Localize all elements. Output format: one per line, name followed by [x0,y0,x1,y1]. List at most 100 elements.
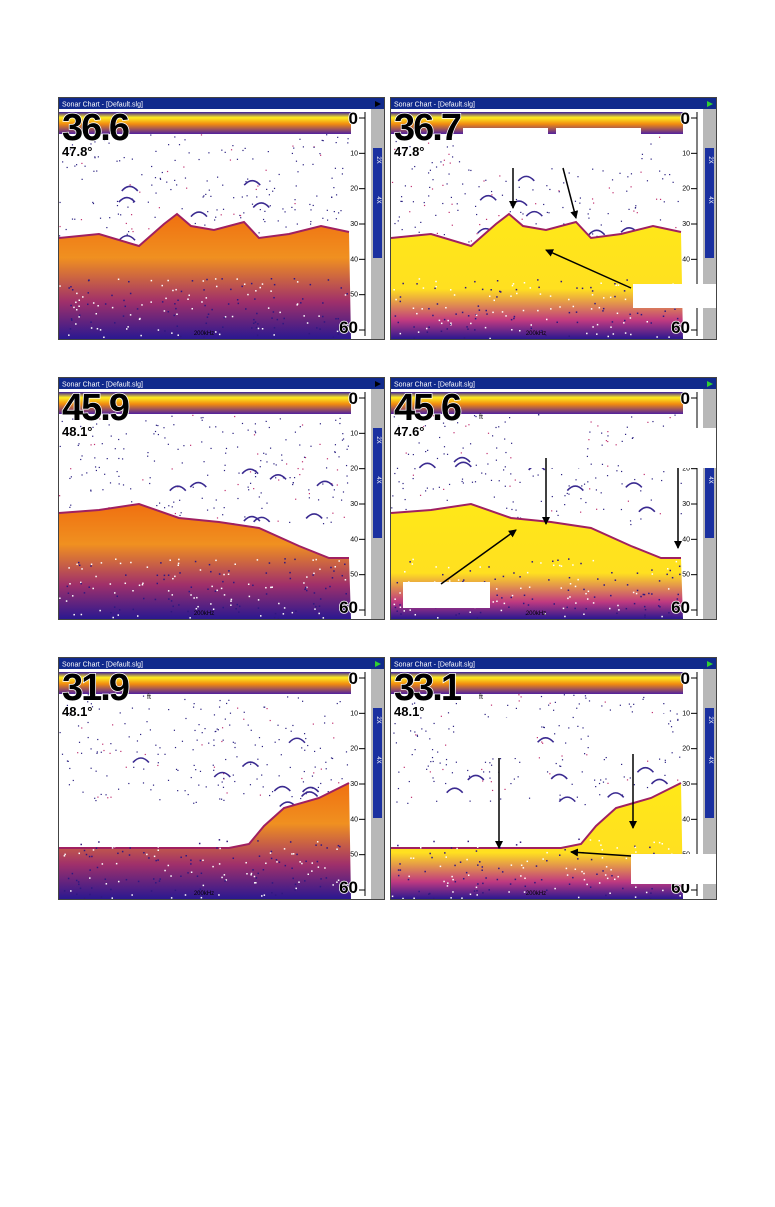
clutter [183,445,185,447]
bottom-speckle [450,840,453,843]
clutter [317,499,320,501]
clutter [320,154,322,156]
clutter [147,455,149,457]
clutter [558,190,560,192]
clutter [125,766,127,768]
bottom-speckle [574,607,576,610]
clutter [320,782,322,785]
bottom-speckle [568,335,570,337]
clutter [542,742,544,744]
clutter [491,435,494,437]
bottom-speckle [531,561,534,563]
bottom-speckle [282,613,285,615]
clutter [393,732,395,734]
clutter [109,217,111,219]
bottom-edge [59,212,350,248]
clutter [204,728,206,730]
bottom-speckle [556,321,558,324]
bottom-speckle [327,279,330,281]
bottom-speckle [88,855,91,858]
clutter [515,707,518,710]
callout-box [513,416,585,468]
clutter [538,757,540,759]
bottom-speckle [296,304,298,306]
clutter [190,444,192,446]
bottom-speckle [611,875,613,877]
bottom-speckle [632,591,635,594]
bottom-speckle [77,881,80,883]
clutter [608,187,610,189]
bottom-speckle [598,839,600,842]
bottom-speckle [651,569,653,571]
clutter [299,474,301,476]
bottom-speckle [463,337,466,339]
clutter [94,797,96,799]
clutter [106,458,108,460]
bottom-speckle [649,846,651,849]
bottom-speckle [188,838,190,841]
bottom-speckle [629,313,631,316]
clutter [123,156,125,159]
clutter [664,174,666,176]
clutter [234,415,236,418]
clutter [442,164,445,166]
bottom-speckle [195,607,198,610]
clutter [290,730,292,732]
bottom-speckle [666,573,668,576]
clutter [476,213,478,216]
clutter [157,762,159,764]
clutter [201,744,203,746]
clutter [579,197,581,199]
bottom-speckle [75,308,78,311]
clutter [342,438,345,440]
clutter [335,218,337,220]
bottom-speckle [210,603,212,605]
clutter [432,760,434,763]
bottom-speckle [202,280,205,282]
clutter [456,203,458,205]
bottom-speckle [129,847,131,849]
scale-label: 50 [682,572,690,579]
bottom-speckle [257,872,259,875]
bottom-speckle [412,857,415,859]
clutter [99,418,101,420]
clutter [561,755,563,757]
bottom-speckle [337,317,339,320]
bottom-speckle [447,882,449,884]
fish-arch [446,787,464,794]
bottom-speckle [273,283,276,286]
clutter [265,169,267,171]
clutter [605,778,607,780]
clutter [249,471,252,473]
clutter [414,731,416,733]
clutter [587,213,589,215]
clutter [551,495,553,498]
clutter [599,794,601,796]
bottom-speckle [271,882,274,884]
bottom-speckle [322,315,324,318]
bottom-speckle [111,306,114,309]
bottom-speckle [284,864,287,867]
bottom-speckle [428,307,430,310]
clutter [438,486,440,488]
clutter [303,456,306,458]
bottom-edge [59,782,350,849]
bottom-speckle [510,295,512,297]
clutter [427,142,430,144]
clutter [514,757,516,760]
bottom-speckle [538,286,540,289]
clutter [266,188,268,191]
clutter [585,501,587,504]
clutter [282,208,284,210]
clutter [92,435,94,437]
depth-readout: 31.9 [62,667,129,709]
clutter [222,514,224,516]
bottom-speckle [138,584,141,587]
bottom-speckle [331,577,334,579]
clutter [252,158,254,160]
bottom-speckle [546,889,548,892]
clutter [470,169,472,172]
bottom-speckle [667,568,669,570]
bottom-speckle [69,583,71,585]
bottom-speckle [326,847,328,849]
